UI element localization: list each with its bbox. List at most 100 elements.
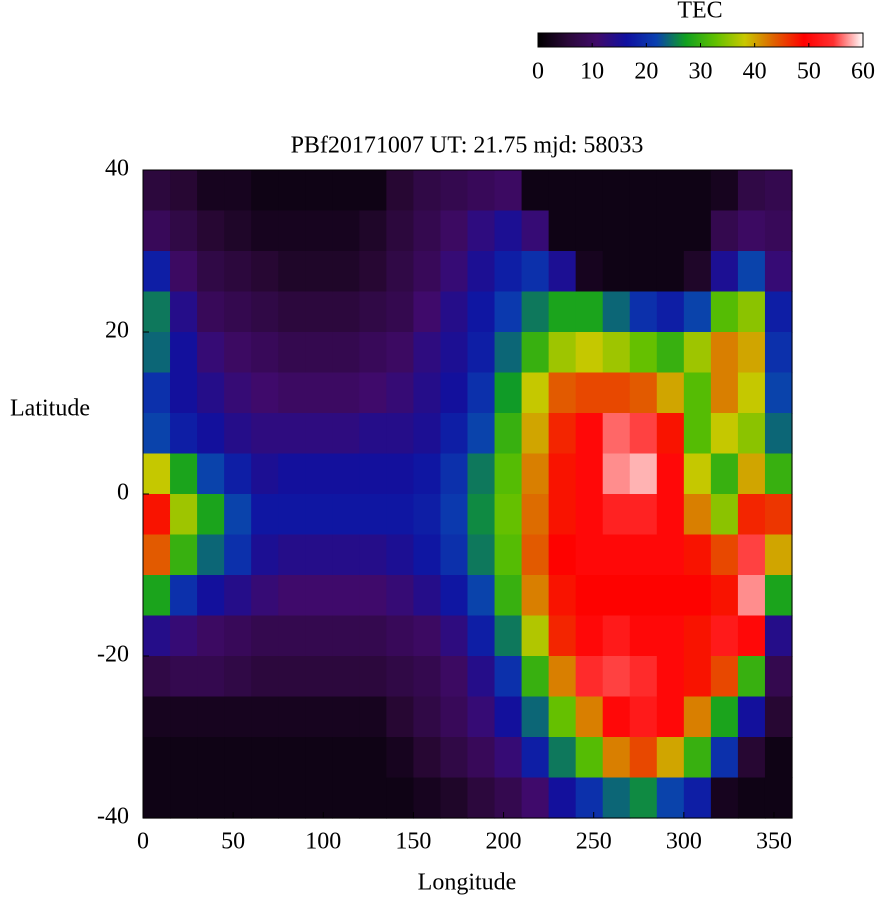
heatmap-cell bbox=[575, 210, 604, 252]
heatmap-cell bbox=[575, 332, 604, 374]
heatmap-cell bbox=[170, 372, 198, 414]
heatmap-cell bbox=[278, 453, 306, 495]
heatmap-cell bbox=[251, 453, 279, 495]
heatmap-cell bbox=[737, 696, 766, 738]
heatmap-cell bbox=[440, 372, 469, 414]
heatmap-cell bbox=[224, 777, 252, 819]
heatmap-cell bbox=[575, 696, 604, 738]
heatmap-cell bbox=[521, 210, 550, 252]
heatmap-cell bbox=[143, 372, 171, 414]
heatmap-cell bbox=[251, 332, 279, 374]
heatmap-cell bbox=[494, 170, 523, 212]
heatmap-cell bbox=[224, 615, 252, 657]
heatmap-cell bbox=[170, 291, 198, 333]
heatmap-cell bbox=[764, 251, 793, 293]
heatmap-cell bbox=[251, 737, 279, 779]
heatmap-cell bbox=[197, 494, 225, 536]
heatmap-cell bbox=[278, 372, 306, 414]
heatmap-cell bbox=[278, 656, 306, 698]
heatmap-cell bbox=[143, 291, 171, 333]
heatmap-cell bbox=[656, 413, 685, 455]
heatmap-cell bbox=[143, 615, 171, 657]
heatmap-cell bbox=[629, 453, 658, 495]
heatmap-cell bbox=[548, 696, 577, 738]
heatmap-cell bbox=[764, 696, 793, 738]
heatmap-cell bbox=[278, 413, 306, 455]
heatmap-cell bbox=[602, 656, 631, 698]
y-axis-label: Latitude bbox=[10, 396, 90, 422]
heatmap-cell bbox=[143, 210, 171, 252]
heatmap-cell bbox=[359, 291, 387, 333]
heatmap-cell bbox=[710, 696, 739, 738]
heatmap-cell bbox=[305, 575, 333, 617]
heatmap-cell bbox=[278, 494, 306, 536]
heatmap-cell bbox=[251, 656, 279, 698]
heatmap-cell bbox=[656, 534, 685, 576]
heatmap-cell bbox=[548, 494, 577, 536]
heatmap-cell bbox=[386, 170, 415, 212]
heatmap-cell bbox=[575, 372, 604, 414]
heatmap-cell bbox=[521, 656, 550, 698]
heatmap-cell bbox=[602, 737, 631, 779]
heatmap-cell bbox=[494, 332, 523, 374]
heatmap-cell bbox=[170, 737, 198, 779]
heatmap-cell bbox=[629, 494, 658, 536]
heatmap-cell bbox=[764, 332, 793, 374]
heatmap-cell bbox=[737, 737, 766, 779]
colorbar-tick-label: 20 bbox=[634, 59, 658, 85]
heatmap-cell bbox=[359, 615, 387, 657]
heatmap-cell bbox=[197, 534, 225, 576]
heatmap-cell bbox=[359, 372, 387, 414]
heatmap-cell bbox=[332, 170, 360, 212]
heatmap-cell bbox=[224, 251, 252, 293]
colorbar-tick-label: 40 bbox=[743, 59, 767, 85]
heatmap-cell bbox=[764, 737, 793, 779]
chart-title: PBf20171007 UT: 21.75 mjd: 58033 bbox=[291, 133, 644, 159]
heatmap-cell bbox=[170, 332, 198, 374]
heatmap-cell bbox=[413, 413, 442, 455]
heatmap-cell bbox=[251, 372, 279, 414]
heatmap-cell bbox=[467, 170, 496, 212]
heatmap-cell bbox=[197, 615, 225, 657]
heatmap-cell bbox=[143, 696, 171, 738]
heatmap-cell bbox=[710, 777, 739, 819]
heatmap-cell bbox=[440, 575, 469, 617]
heatmap-cell bbox=[359, 210, 387, 252]
heatmap-cell bbox=[494, 534, 523, 576]
heatmap-cell bbox=[521, 170, 550, 212]
heatmap-cell bbox=[413, 251, 442, 293]
heatmap-cell bbox=[548, 170, 577, 212]
heatmap-cell bbox=[386, 656, 415, 698]
heatmap-cell bbox=[197, 656, 225, 698]
heatmap-cell bbox=[521, 372, 550, 414]
heatmap-cell bbox=[170, 656, 198, 698]
heatmap-cell bbox=[575, 291, 604, 333]
heatmap-cell bbox=[413, 291, 442, 333]
heatmap-cell bbox=[359, 777, 387, 819]
heatmap-cell bbox=[197, 332, 225, 374]
heatmap-cell bbox=[629, 696, 658, 738]
heatmap-cell bbox=[143, 777, 171, 819]
heatmap-cell bbox=[467, 777, 496, 819]
heatmap-cell bbox=[467, 251, 496, 293]
heatmap-cell bbox=[710, 251, 739, 293]
heatmap-cell bbox=[224, 291, 252, 333]
heatmap-cell bbox=[575, 413, 604, 455]
heatmap-cell bbox=[656, 453, 685, 495]
x-tick-label: 50 bbox=[221, 829, 245, 855]
heatmap-cell bbox=[494, 656, 523, 698]
heatmap-cell bbox=[359, 170, 387, 212]
heatmap-cell bbox=[224, 737, 252, 779]
heatmap-cell bbox=[305, 210, 333, 252]
heatmap-cell bbox=[494, 210, 523, 252]
heatmap-cell bbox=[602, 777, 631, 819]
heatmap-cell bbox=[683, 413, 712, 455]
heatmap-cell bbox=[494, 696, 523, 738]
colorbar-tick-label: 60 bbox=[851, 59, 875, 85]
heatmap-cell bbox=[710, 494, 739, 536]
heatmap-cell bbox=[305, 777, 333, 819]
heatmap-cell bbox=[251, 534, 279, 576]
x-tick-label: 350 bbox=[756, 829, 792, 855]
heatmap-cell bbox=[737, 534, 766, 576]
